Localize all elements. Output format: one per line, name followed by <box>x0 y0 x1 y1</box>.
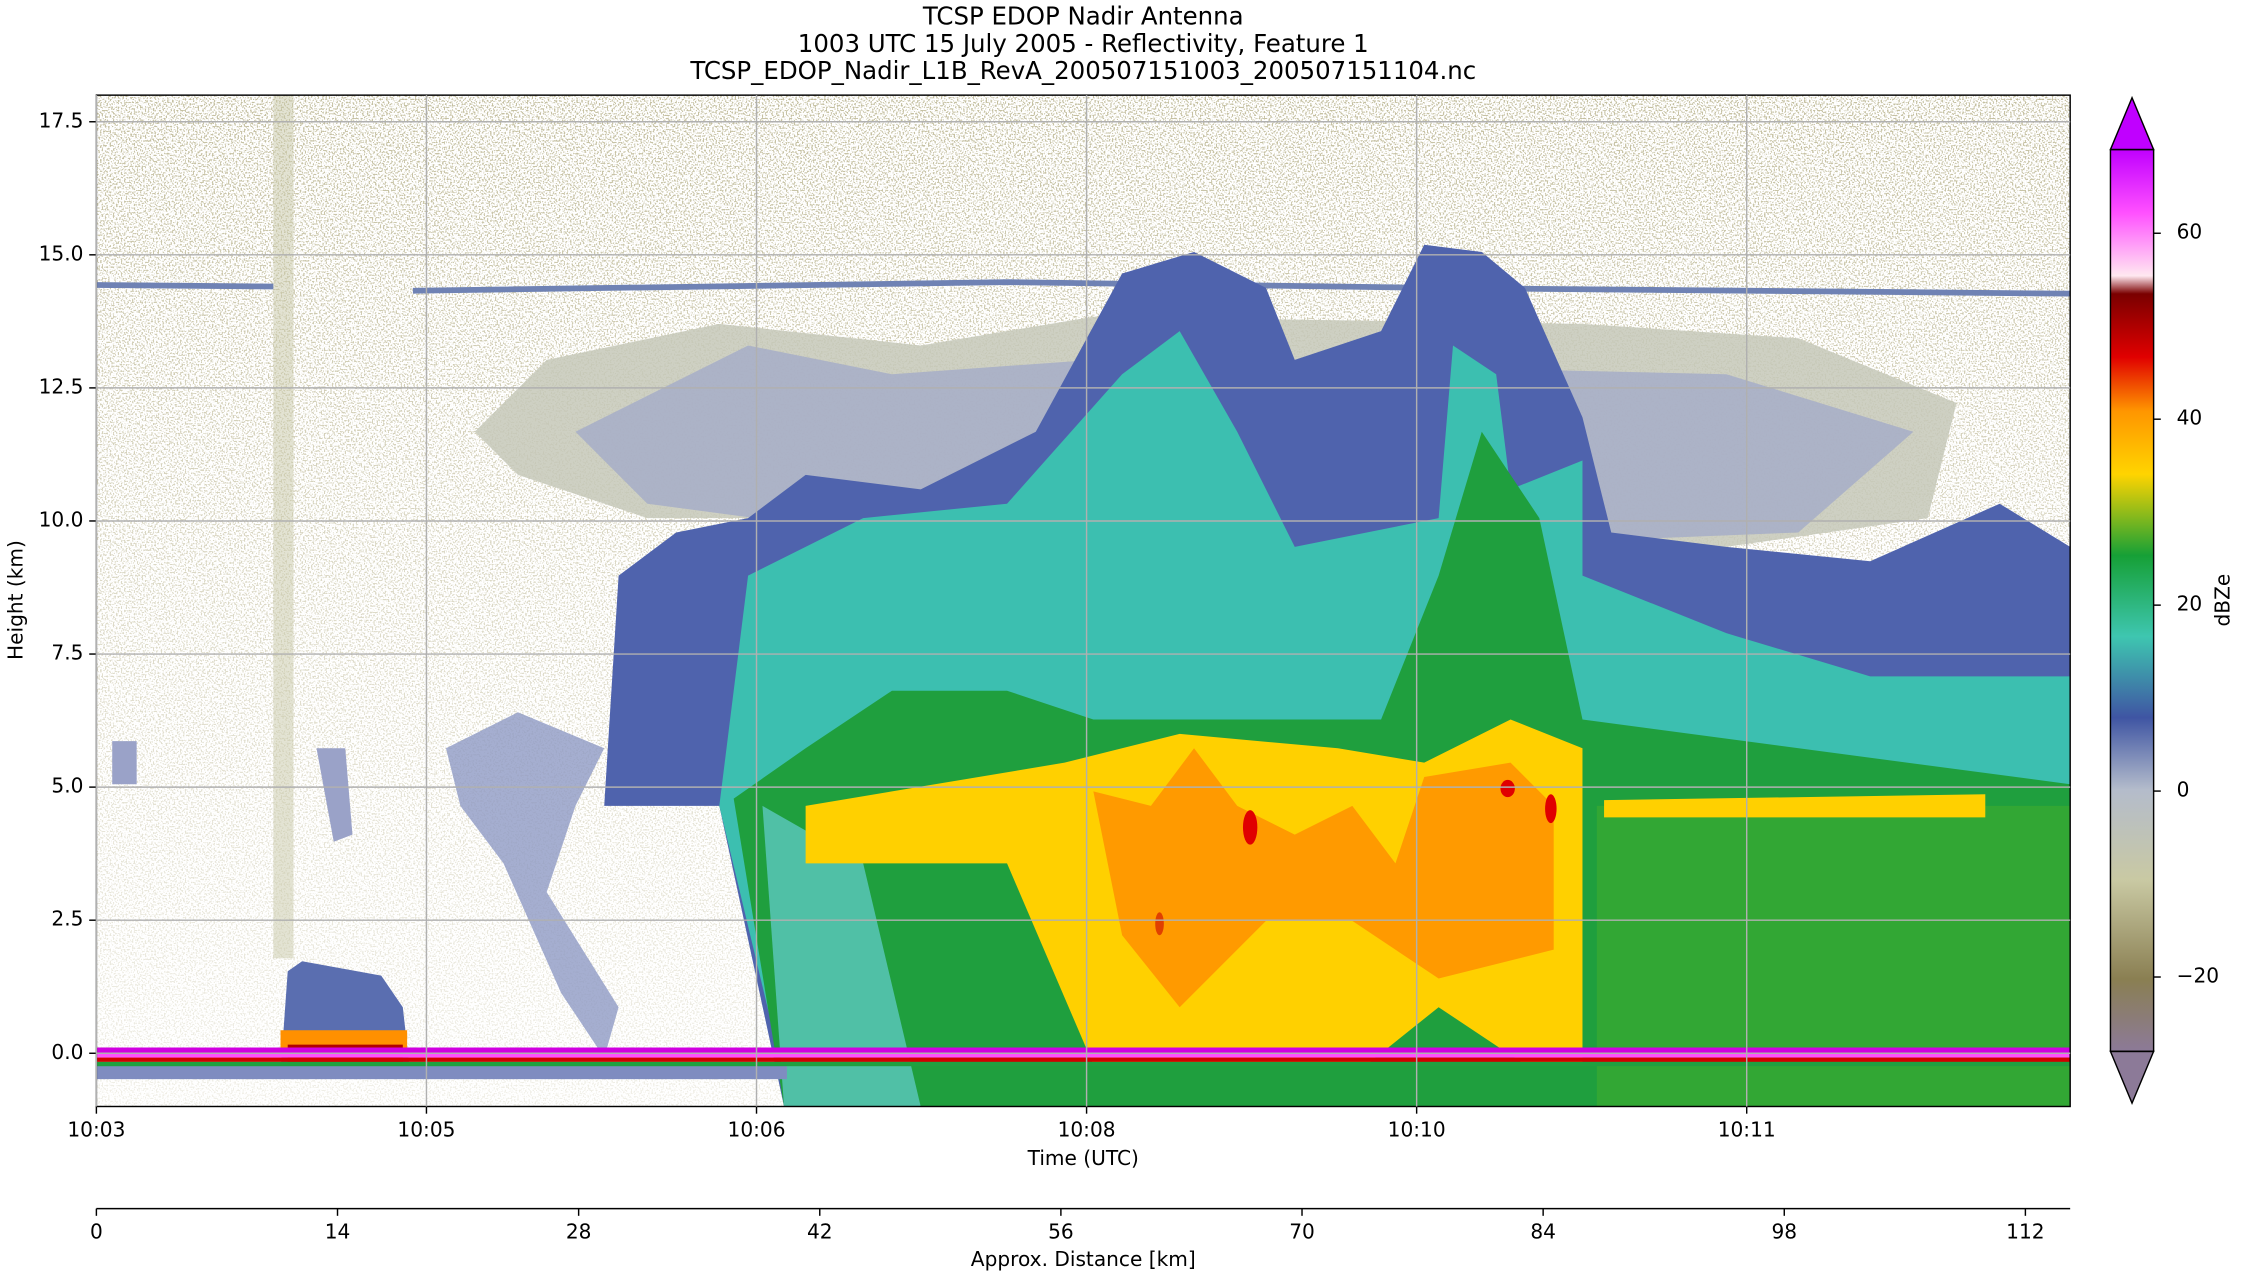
echo <box>1093 748 1554 1008</box>
x2-tick-label: 28 <box>566 1220 592 1244</box>
x-tick-label: 10:08 <box>1058 1117 1116 1141</box>
x-tick-label: 10:11 <box>1718 1117 1776 1141</box>
y-tick-label: 0.0 <box>51 1040 83 1064</box>
x2-tick-label: 112 <box>2006 1220 2044 1244</box>
bright-band <box>1604 794 1986 818</box>
x2-tick-label: 84 <box>1530 1220 1556 1244</box>
x-tick-label: 10:10 <box>1388 1117 1446 1141</box>
echo-core <box>1242 810 1258 845</box>
colorbar-tick-label: 60 <box>2177 220 2203 244</box>
colorbar-tick-label: 40 <box>2177 406 2203 430</box>
x2-tick-label: 0 <box>90 1220 103 1244</box>
y-tick-label: 12.5 <box>39 374 84 398</box>
colorbar-tick-label: 20 <box>2177 592 2203 616</box>
colorbar-tick-label: 0 <box>2177 778 2190 802</box>
x-axis-label: Time (UTC) <box>1027 1146 1139 1170</box>
y-tick-label: 15.0 <box>39 241 84 265</box>
colorbar-extend-min <box>2109 1050 2155 1106</box>
noise <box>273 95 294 959</box>
colorbar-extend-max <box>2109 95 2155 151</box>
x2-tick-label: 14 <box>325 1220 351 1244</box>
colorbar-tick-label: −20 <box>2177 964 2219 988</box>
x2-tick-label: 70 <box>1289 1220 1315 1244</box>
x2-axis-label: Approx. Distance [km] <box>971 1247 1196 1271</box>
x2-tick-label: 56 <box>1048 1220 1074 1244</box>
echo <box>1596 805 2071 1107</box>
echo <box>762 805 921 1107</box>
surface-echo <box>96 1057 2071 1062</box>
colorbar <box>2110 149 2154 1052</box>
x-tick-label: 10:03 <box>67 1117 125 1141</box>
y-axis-label: Height (km) <box>4 540 28 660</box>
echo-core <box>1545 794 1557 824</box>
x2-tick-label: 42 <box>807 1220 833 1244</box>
y-tick-label: 7.5 <box>51 641 83 665</box>
x2-tick-label: 98 <box>1771 1220 1797 1244</box>
surface-echo <box>96 1047 2071 1054</box>
file-name: TCSP_EDOP_Nadir_L1B_RevA_200507151003_20… <box>689 56 1476 85</box>
colorbar-label: dBZe <box>2211 574 2235 627</box>
echo <box>112 741 353 842</box>
chart-subtitle: 1003 UTC 15 July 2005 - Reflectivity, Fe… <box>798 29 1369 58</box>
y-tick-label: 10.0 <box>39 507 84 531</box>
surface-echo <box>96 1053 2071 1058</box>
echo <box>445 712 619 1058</box>
echo-core <box>1155 912 1164 936</box>
y-tick-label: 2.5 <box>51 907 83 931</box>
surface-echo <box>96 1061 2071 1067</box>
surface-echo <box>96 1061 787 1080</box>
y-tick-label: 5.0 <box>51 774 83 798</box>
x-tick-label: 10:06 <box>728 1117 786 1141</box>
chart-title: TCSP EDOP Nadir Antenna <box>922 1 1244 30</box>
colorbar-frame <box>2109 148 2155 1053</box>
reflectivity-field <box>96 95 2071 1107</box>
echo-core <box>1500 779 1515 798</box>
x-tick-label: 10:05 <box>397 1117 455 1141</box>
y-tick-label: 17.5 <box>39 108 84 132</box>
